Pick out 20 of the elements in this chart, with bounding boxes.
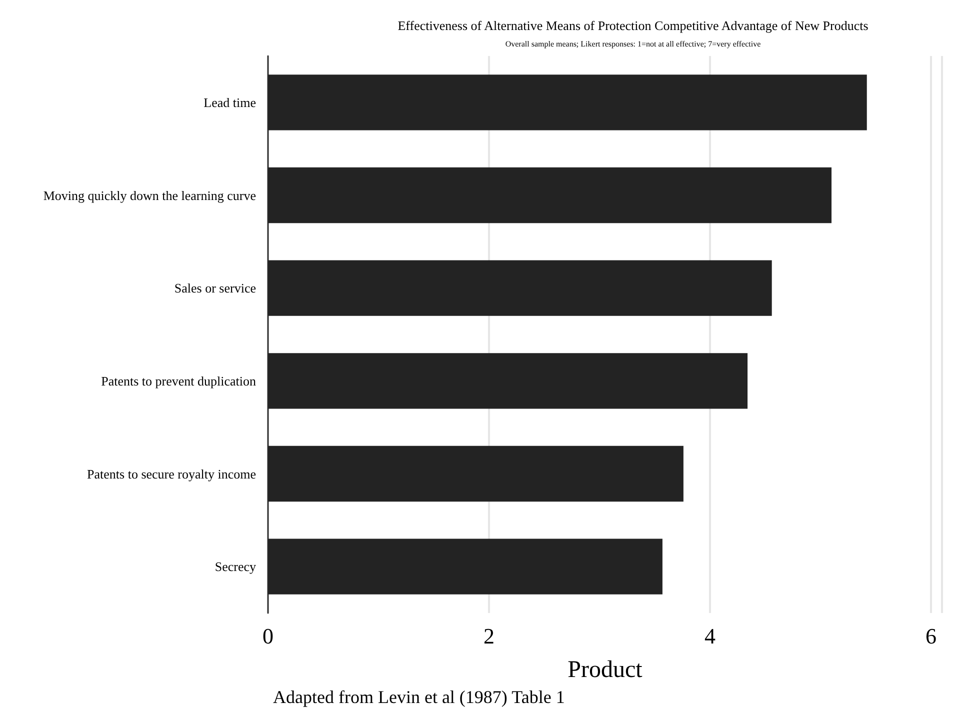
text: Adapted from Levin et al (1987) Table 1: [273, 687, 565, 707]
y-tick-label: Lead time: [204, 94, 256, 110]
x-tick-label: 2: [483, 624, 494, 648]
y-tick-label: Patents to secure royalty income: [87, 466, 256, 482]
bar: [268, 167, 832, 224]
x-axis-title: Product: [568, 657, 643, 683]
bar: [268, 260, 772, 316]
y-tick-label: Moving quickly down the learning curve: [43, 188, 256, 203]
bar: [268, 538, 662, 594]
y-tick-label: Patents to prevent duplication: [101, 373, 256, 388]
chart-subtitle: Overall sample means; Likert responses: 1=not at all effective; 7=very effective: [505, 40, 762, 48]
bar: [268, 353, 748, 409]
y-tick-label: Sales or service: [174, 280, 256, 296]
x-tick-label: 4: [704, 624, 716, 648]
x-tick-label: 0: [262, 624, 274, 648]
bar: [268, 446, 684, 502]
y-tick-label: Secrecy: [214, 559, 256, 574]
bar: [268, 74, 867, 130]
chart-title: Effectiveness of Alternative Means of Protection Competitive Advantage of New Products: [398, 18, 868, 33]
x-tick-label: 6: [925, 624, 936, 648]
